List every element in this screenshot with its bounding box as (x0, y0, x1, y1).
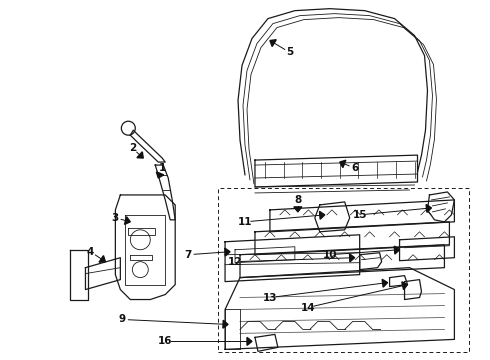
Text: 1: 1 (159, 163, 166, 173)
Polygon shape (319, 211, 325, 219)
Polygon shape (382, 279, 388, 287)
Text: 14: 14 (300, 302, 315, 312)
Polygon shape (340, 160, 346, 168)
Text: 5: 5 (286, 48, 294, 58)
Text: 11: 11 (238, 217, 252, 227)
Polygon shape (137, 152, 143, 158)
Polygon shape (394, 246, 399, 254)
Polygon shape (124, 217, 130, 224)
Polygon shape (349, 254, 355, 262)
Polygon shape (225, 248, 230, 256)
Text: 8: 8 (294, 195, 301, 205)
Polygon shape (99, 256, 105, 262)
Polygon shape (156, 172, 164, 178)
Polygon shape (247, 337, 252, 345)
Text: 15: 15 (352, 210, 367, 220)
Text: 6: 6 (351, 163, 358, 173)
Polygon shape (402, 282, 408, 289)
Text: 10: 10 (322, 250, 337, 260)
Polygon shape (426, 204, 432, 212)
Text: 7: 7 (184, 250, 192, 260)
Text: 2: 2 (129, 143, 136, 153)
Text: 13: 13 (263, 293, 277, 302)
Text: 12: 12 (228, 257, 242, 267)
Polygon shape (223, 320, 228, 328)
Text: 4: 4 (87, 247, 94, 257)
Polygon shape (270, 40, 276, 46)
Text: 3: 3 (112, 213, 119, 223)
Polygon shape (294, 207, 302, 212)
Text: 9: 9 (119, 314, 126, 324)
Text: 16: 16 (158, 336, 172, 346)
